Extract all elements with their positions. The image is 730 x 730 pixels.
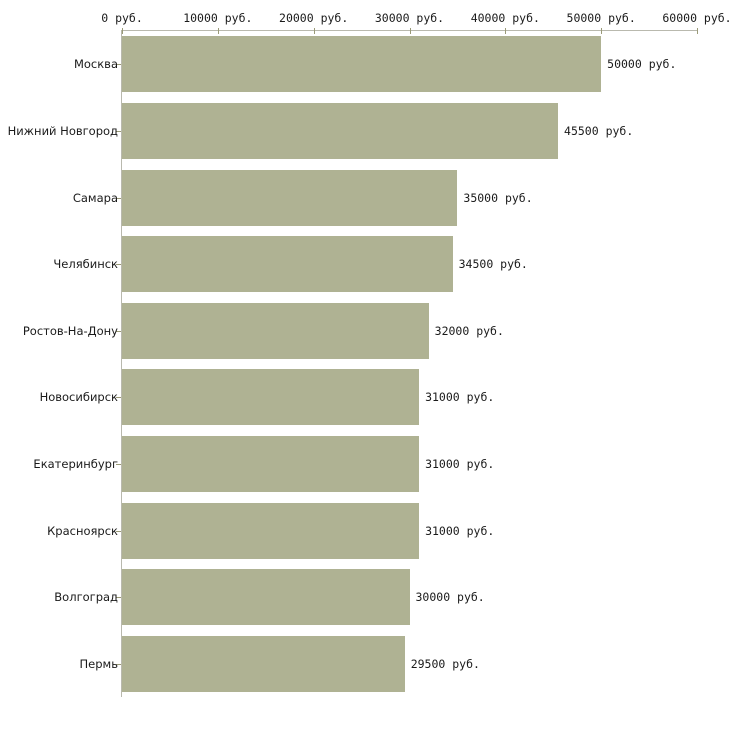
y-axis-tick: [116, 597, 121, 599]
bar[interactable]: [122, 236, 453, 293]
bar[interactable]: [122, 36, 602, 93]
category-label: Челябинск: [53, 257, 118, 272]
bar[interactable]: [122, 635, 405, 692]
bar[interactable]: [122, 169, 458, 226]
x-axis-tick-label: 60000 руб.: [662, 11, 730, 25]
bar[interactable]: [122, 569, 410, 626]
bar[interactable]: [122, 369, 420, 426]
bar[interactable]: [122, 502, 420, 559]
category-label: Ростов-На-Дону: [22, 323, 118, 338]
category-label: Екатеринбург: [33, 456, 118, 471]
category-label: Волгоград: [54, 590, 118, 605]
y-axis-tick: [116, 264, 121, 266]
category-label: Новосибирск: [39, 390, 118, 405]
bar-value-label: 35000 руб.: [463, 190, 533, 205]
x-axis-tick-label: 30000 руб.: [374, 11, 445, 25]
x-axis-tick-label: 50000 руб.: [566, 11, 636, 25]
x-axis-tick: [122, 28, 123, 34]
y-axis-tick: [116, 130, 121, 132]
bar-value-label: 45500 руб.: [564, 123, 634, 138]
x-axis-tick-label: 20000 руб.: [279, 11, 349, 25]
category-label: Красноярск: [47, 523, 118, 538]
x-axis-tick: [217, 28, 219, 34]
bar-value-label: 29500 руб.: [410, 656, 480, 671]
y-axis-tick: [116, 330, 121, 332]
x-axis-tick: [505, 28, 507, 34]
bar[interactable]: [122, 302, 429, 359]
bar-value-label: 30000 руб.: [415, 590, 485, 605]
x-axis-tick-label: 10000 руб.: [183, 11, 253, 25]
category-label: Самара: [72, 190, 118, 205]
x-axis-tick: [313, 28, 315, 34]
category-label: Пермь: [79, 656, 118, 671]
y-axis-tick: [116, 463, 121, 465]
y-axis-tick: [116, 530, 121, 532]
bar-value-label: 50000 руб.: [607, 57, 677, 72]
bar-value-label: 34500 руб.: [458, 257, 528, 272]
x-axis-tick-label: 0 руб.: [101, 11, 143, 25]
bar[interactable]: [122, 435, 420, 492]
x-axis-tick: [697, 28, 698, 34]
y-axis-tick: [116, 663, 121, 665]
y-axis-tick: [116, 197, 121, 199]
y-axis-tick: [116, 64, 121, 66]
bar[interactable]: [122, 102, 559, 159]
bar-value-label: 31000 руб.: [425, 390, 495, 405]
category-label: Нижний Новгород: [7, 123, 118, 138]
category-label: Москва: [73, 57, 118, 72]
bar-value-label: 32000 руб.: [434, 323, 504, 338]
y-axis-tick: [116, 397, 121, 399]
bar-value-label: 31000 руб.: [425, 456, 495, 471]
x-axis-tick: [601, 28, 603, 34]
x-axis-tick: [409, 28, 411, 34]
y-axis-line: [121, 30, 122, 697]
x-axis-tick-label: 40000 руб.: [470, 11, 540, 25]
bar-value-label: 31000 руб.: [425, 523, 495, 538]
